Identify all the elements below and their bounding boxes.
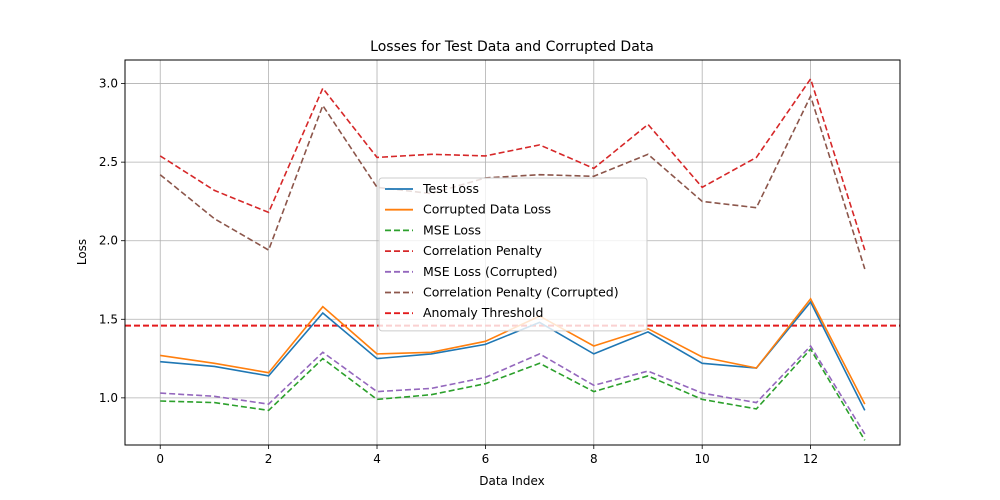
y-tick-label: 2.0	[99, 234, 118, 248]
y-tick-label: 1.0	[99, 391, 118, 405]
x-tick-label: 8	[590, 452, 598, 466]
x-tick-label: 2	[265, 452, 273, 466]
series-line-mse-loss	[160, 347, 866, 441]
legend: Test Loss Corrupted Data Loss MSE Loss Corr…	[378, 177, 648, 332]
axis-ticks: 0 2 4 6 8 10 12 1.0 1.5 2.0 2.5 3.0	[99, 77, 818, 466]
x-tick-label: 4	[373, 452, 381, 466]
x-tick-label: 6	[482, 452, 490, 466]
y-tick-label: 2.5	[99, 155, 118, 169]
series-layer	[159, 77, 866, 441]
chart-title: Losses for Test Data and Corrupted Data	[370, 39, 654, 55]
legend-label: Corrupted Data Loss	[423, 202, 551, 217]
x-tick-label: 12	[803, 452, 818, 466]
y-tick-label: 1.5	[99, 312, 118, 326]
legend-label: MSE Loss (Corrupted)	[423, 264, 558, 279]
y-tick-label: 3.0	[99, 77, 118, 91]
x-tick-label: 0	[156, 452, 164, 466]
plot-frame	[124, 59, 901, 446]
x-axis-label: Data Index	[479, 474, 545, 488]
legend-label: Correlation Penalty	[423, 243, 543, 258]
legend-label: Test Loss	[422, 181, 479, 196]
x-tick-label: 10	[695, 452, 710, 466]
legend-label: Correlation Penalty (Corrupted)	[423, 285, 619, 300]
series-line-correlation-penalty	[159, 77, 866, 251]
legend-label: Anomaly Threshold	[423, 305, 543, 320]
series-line-test-loss	[160, 300, 866, 411]
legend-box	[378, 177, 648, 332]
series-line-mse-loss-corrupted	[160, 344, 866, 435]
y-axis-label: Loss	[75, 239, 89, 265]
legend-label: MSE Loss	[423, 222, 481, 237]
series-line-correlation-penalty-corrupted	[159, 93, 866, 270]
